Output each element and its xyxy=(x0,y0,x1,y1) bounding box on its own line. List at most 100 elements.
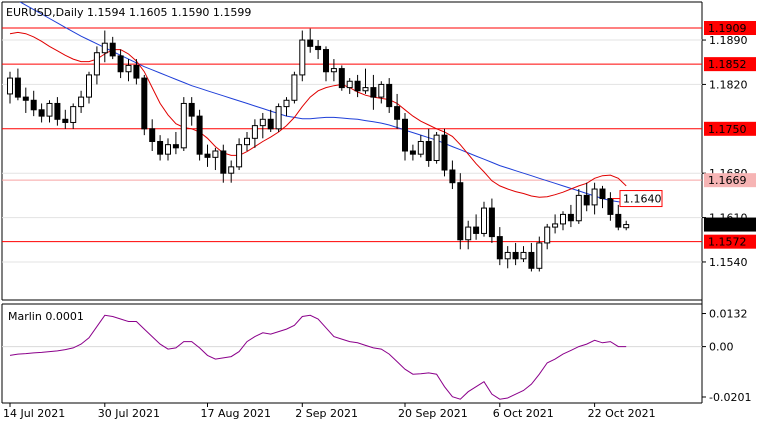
candle-body-down xyxy=(172,144,179,149)
candle-body-up xyxy=(236,144,243,168)
candle-body-down xyxy=(38,109,45,117)
time-tick-label: 30 Jul 2021 xyxy=(98,407,160,420)
price-tick-label: 1.1540 xyxy=(709,256,748,269)
candle-body-up xyxy=(575,194,582,222)
candle-body-up xyxy=(86,74,92,98)
candle-body-up xyxy=(244,137,250,146)
candle-body-down xyxy=(22,96,29,101)
candle-body-down xyxy=(425,140,432,162)
gridlines xyxy=(2,39,702,263)
candle-body-down xyxy=(512,251,519,260)
candle-body-up xyxy=(504,251,511,260)
candle-body-up xyxy=(70,106,77,123)
oscillator-line xyxy=(9,314,627,400)
price-labels: 1.1909 1.1852 1.1750 1.1669 1.1572 1.1599 1.16… xyxy=(612,20,756,249)
candle-body-up xyxy=(536,242,543,269)
candle-body-up xyxy=(433,134,440,162)
candle-body-up xyxy=(299,39,306,76)
candle-body-down xyxy=(338,68,345,89)
ma-target-label: 1.1640 xyxy=(623,193,662,206)
candle-body-down xyxy=(370,87,377,98)
candle-body-down xyxy=(196,115,203,155)
candle-body-up xyxy=(417,140,424,155)
time-tick-label: 6 Oct 2021 xyxy=(493,407,554,420)
candle-body-down xyxy=(188,102,195,117)
level-label: 1.1572 xyxy=(708,236,747,249)
time-tick-label: 20 Sep 2021 xyxy=(398,407,468,420)
candle-body-up xyxy=(465,226,472,241)
candle-body-down xyxy=(220,150,227,174)
candle-body-up xyxy=(378,83,385,98)
candle-body-down xyxy=(141,77,148,130)
candle-body-down xyxy=(528,251,535,269)
candle-body-down xyxy=(409,150,416,155)
candles xyxy=(7,28,630,272)
candle-body-up xyxy=(180,102,187,149)
candle-body-down xyxy=(607,198,614,215)
candle-body-down xyxy=(394,106,401,120)
candle-body-up xyxy=(362,87,369,92)
candle-body-up xyxy=(520,251,527,260)
candle-body-up xyxy=(481,207,487,234)
candle-body-down xyxy=(386,83,393,108)
candle-body-down xyxy=(354,80,361,92)
candle-body-down xyxy=(449,169,456,184)
candle-body-down xyxy=(54,102,61,120)
candle-body-up xyxy=(291,74,298,101)
candle-body-up xyxy=(283,99,290,108)
time-axis: 14 Jul 2021 30 Jul 2021 17 Aug 2021 2 Sep 2… xyxy=(3,403,656,420)
candle-body-down xyxy=(62,118,69,123)
level-label-box xyxy=(704,57,756,72)
candle-body-up xyxy=(93,52,100,76)
level-label-box xyxy=(704,234,756,249)
candle-body-up xyxy=(251,125,258,139)
candle-body-down xyxy=(14,77,21,98)
candle-body-down xyxy=(599,188,606,200)
candle-body-down xyxy=(402,118,408,152)
candle-body-down xyxy=(496,236,503,260)
oscillator-tick-label: 0.0132 xyxy=(709,308,748,321)
candle-body-down xyxy=(267,118,274,130)
level-label: 1.1909 xyxy=(708,22,747,35)
candle-body-up xyxy=(259,118,266,127)
candle-body-up xyxy=(346,80,353,89)
candle-body-up xyxy=(544,226,551,244)
candle-body-up xyxy=(165,144,171,155)
candle-body-down xyxy=(307,39,314,47)
time-tick-label: 17 Aug 2021 xyxy=(201,407,271,420)
level-label: 1.1750 xyxy=(708,123,747,136)
candle-body-down xyxy=(457,182,464,241)
candle-body-down xyxy=(109,42,116,57)
candle-body-down xyxy=(323,49,329,73)
candle-body-down xyxy=(473,226,480,234)
candle-body-up xyxy=(552,223,559,228)
candle-body-up xyxy=(7,77,13,95)
candle-body-down xyxy=(488,207,495,238)
candle-body-up xyxy=(623,224,630,229)
candle-body-up xyxy=(591,188,598,206)
candle-body-up xyxy=(101,42,108,54)
level-label-box xyxy=(704,121,756,136)
candle-body-down xyxy=(567,213,574,222)
candle-body-up xyxy=(275,106,282,130)
oscillator-title: Marlin 0.0001 xyxy=(8,310,84,323)
candle-body-up xyxy=(560,213,566,225)
time-tick-label: 14 Jul 2021 xyxy=(3,407,65,420)
oscillator-tick-label: -0.0201 xyxy=(709,391,751,404)
candle-body-down xyxy=(583,194,590,206)
candle-body-down xyxy=(117,55,124,73)
candle-body-up xyxy=(46,102,53,117)
candle-body-down xyxy=(615,213,622,228)
candle-body-up xyxy=(125,64,132,73)
candle-body-up xyxy=(228,166,235,174)
candle-body-down xyxy=(315,45,322,51)
ma-target-box xyxy=(619,190,663,208)
level-label-box xyxy=(704,173,756,188)
level-label: 1.1852 xyxy=(708,58,747,71)
candle-body-down xyxy=(441,134,448,171)
level-label-box xyxy=(704,20,756,35)
candle-body-up xyxy=(330,68,337,73)
symbol-header: EURUSD,Daily 1.1594 1.1605 1.1590 1.1599 xyxy=(6,6,251,19)
candle-body-down xyxy=(149,128,156,142)
